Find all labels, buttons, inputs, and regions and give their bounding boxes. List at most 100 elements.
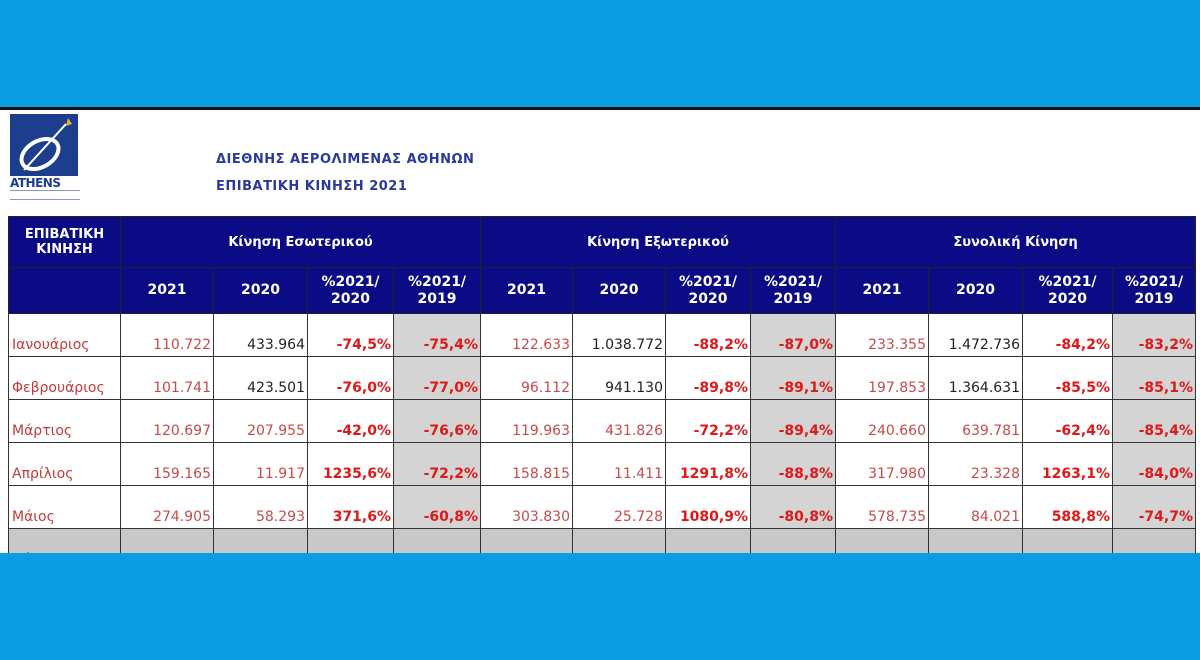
table-cell: -74,7%	[1111, 485, 1197, 529]
logo-subtitle	[10, 190, 80, 200]
column-header: 2021	[120, 267, 214, 314]
row-label: Απρίλιος	[8, 442, 121, 486]
row-label: Φεβρουάριος	[8, 356, 121, 400]
group-header-domestic: Κίνηση Εσωτερικού	[120, 216, 481, 268]
corner-header: ΕΠΙΒΑΤΙΚΗ ΚΙΝΗΣΗ	[8, 216, 121, 268]
table-cell: -75,4%	[393, 313, 481, 357]
row-label: Μάιος	[8, 485, 121, 529]
table-cell: 1235,6%	[307, 442, 394, 486]
column-header: %2021/ 2020	[307, 267, 394, 314]
logo-text: ATHENS	[10, 176, 61, 190]
column-header: 2021	[480, 267, 573, 314]
table-cell: 578.735	[835, 485, 929, 529]
table-cell: 240.660	[835, 399, 929, 443]
table-cell: 23.328	[928, 442, 1023, 486]
table-cell: 11.917	[213, 442, 308, 486]
table-row: Μάρτιος 120.697 207.955 -42,0% -76,6% 119.963…	[8, 399, 1197, 443]
table-cell: 274.905	[120, 485, 214, 529]
table-cell: 423.501	[213, 356, 308, 400]
table-cell: 2.448.867	[572, 528, 666, 553]
table-cell: -42,0%	[307, 399, 394, 443]
table-cell: -84,2%	[1022, 313, 1113, 357]
table-cell: 1.135.630	[213, 528, 308, 553]
table-cell: 110.722	[120, 313, 214, 357]
table-row: Φεβρουάριος 101.741 423.501 -76,0% -77,0% 96.…	[8, 356, 1197, 400]
table-cell: 1263,1%	[1022, 442, 1113, 486]
column-header: %2021/ 2020	[665, 267, 751, 314]
passenger-traffic-table: ΕΠΙΒΑΤΙΚΗ ΚΙΝΗΣΗ Κίνηση Εσωτερικού Κίνησ…	[8, 216, 1197, 553]
table-cell: -71,4%	[393, 528, 481, 553]
row-label: Ιανουάριος	[8, 313, 121, 357]
table-cell: 1.568.583	[835, 528, 929, 553]
table-cell: 1080,9%	[665, 485, 751, 529]
table-cell: -80,8%	[750, 485, 836, 529]
table-cell: 431.826	[572, 399, 666, 443]
table-cell: -85,4%	[1111, 399, 1197, 443]
athens-airport-logo	[10, 114, 78, 176]
table-row: Μάιος 274.905 58.293 371,6% -60,8% 303.830 25.…	[8, 485, 1197, 529]
table-cell: 371,6%	[307, 485, 394, 529]
table-cell: -87,0%	[750, 313, 836, 357]
table-cell: 122.633	[480, 313, 573, 357]
table-cell: 1.472.736	[928, 313, 1023, 357]
table-cell: -85,5%	[1022, 356, 1113, 400]
table-cell: 303.830	[480, 485, 573, 529]
report-panel: ATHENS ΔΙΕΘΝΗΣ ΑΕΡΟΛΙΜΕΝΑΣ ΑΘΗΝΩΝ ΕΠΙΒΑΤ…	[0, 107, 1200, 553]
table-cell: 120.697	[120, 399, 214, 443]
table-cell: 58.293	[213, 485, 308, 529]
table-cell: -76,6%	[393, 399, 481, 443]
table-cell: 1291,8%	[665, 442, 751, 486]
table-cell: 96.112	[480, 356, 573, 400]
table-cell: 1.364.631	[928, 356, 1023, 400]
table-cell: -88,2%	[665, 313, 751, 357]
empty-header	[8, 267, 121, 314]
column-header: 2020	[928, 267, 1023, 314]
column-header: %2021/ 2020	[1022, 267, 1113, 314]
table-cell: -62,4%	[1022, 399, 1113, 443]
table-cell: 159.165	[120, 442, 214, 486]
table-cell: -85,1%	[1111, 356, 1197, 400]
table-cell: -88,8%	[750, 442, 836, 486]
table-cell: -89,4%	[750, 399, 836, 443]
table-cell: 433.964	[213, 313, 308, 357]
table-cell: 101.741	[120, 356, 214, 400]
table-cell: 207.955	[213, 399, 308, 443]
table-cell: 233.355	[835, 313, 929, 357]
table-cell: -86,6%	[750, 528, 836, 553]
table-cell: 197.853	[835, 356, 929, 400]
table-cell: -32,4%	[307, 528, 394, 553]
table-row: Απρίλιος 159.165 11.917 1235,6% -72,2% 158.81…	[8, 442, 1197, 486]
report-title: ΔΙΕΘΝΗΣ ΑΕΡΟΛΙΜΕΝΑΣ ΑΘΗΝΩΝ	[216, 152, 475, 167]
group-header-international: Κίνηση Εξωτερικού	[480, 216, 836, 268]
table-cell: -84,0%	[1111, 442, 1197, 486]
table-cell: -89,1%	[750, 356, 836, 400]
column-header: %2021/ 2019	[1111, 267, 1197, 314]
table-cell: 1.038.772	[572, 313, 666, 357]
column-header: %2021/ 2019	[750, 267, 836, 314]
table-cell: -74,5%	[307, 313, 394, 357]
table-cell: 317.980	[835, 442, 929, 486]
column-header: 2020	[572, 267, 666, 314]
table-cell: 11.411	[572, 442, 666, 486]
total-row: Σύνολο767.2301.135.630-32,4%-71,4%801.35…	[8, 528, 1197, 553]
table-cell: 119.963	[480, 399, 573, 443]
table-cell: -77,0%	[393, 356, 481, 400]
table-cell: -89,8%	[665, 356, 751, 400]
table-cell: -56,2%	[1022, 528, 1113, 553]
table-cell: -76,0%	[307, 356, 394, 400]
table-cell: 158.815	[480, 442, 573, 486]
column-header: 2021	[835, 267, 929, 314]
table-cell: 941.130	[572, 356, 666, 400]
report-subtitle: ΕΠΙΒΑΤΙΚΗ ΚΙΝΗΣΗ 2021	[216, 179, 408, 194]
table-cell: 801.353	[480, 528, 573, 553]
column-header: %2021/ 2019	[393, 267, 481, 314]
row-label: Σύνολο	[8, 528, 121, 553]
table-cell: -81,9%	[1111, 528, 1197, 553]
table-cell: 767.230	[120, 528, 214, 553]
table-cell: 25.728	[572, 485, 666, 529]
group-header-total: Συνολική Κίνηση	[834, 216, 1197, 268]
table-cell: -67,3%	[665, 528, 751, 553]
row-label: Μάρτιος	[8, 399, 121, 443]
table-cell: -60,8%	[393, 485, 481, 529]
table-cell: -72,2%	[393, 442, 481, 486]
